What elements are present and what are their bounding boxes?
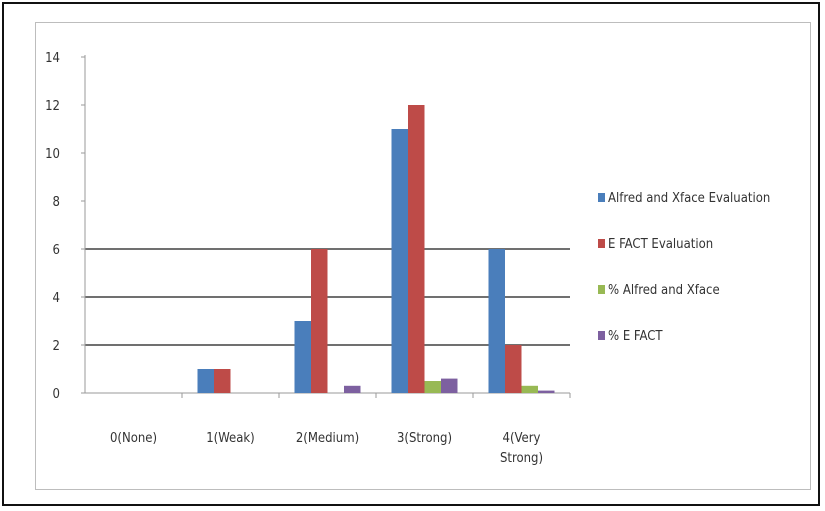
- bar: [521, 385, 538, 393]
- y-tick-label: 14: [45, 51, 60, 66]
- y-tick-label: 2: [53, 339, 60, 354]
- bar: [488, 249, 505, 393]
- y-tick-label: 10: [45, 147, 60, 162]
- legend: Alfred and Xface Evaluation E FACT Evalua…: [598, 191, 770, 344]
- x-tick-label: 1(Weak): [206, 431, 255, 446]
- legend-label: % Alfred and Xface: [608, 283, 720, 298]
- bar: [408, 105, 425, 393]
- legend-label: E FACT Evaluation: [608, 237, 713, 252]
- legend-swatch: [598, 285, 605, 294]
- bar: [424, 381, 441, 393]
- legend-swatch: [598, 331, 605, 340]
- bar: [311, 249, 328, 393]
- legend-label: Alfred and Xface Evaluation: [608, 191, 770, 206]
- y-tick-labels: 0 2 4 6 8 10 12 14: [45, 51, 60, 402]
- bar: [538, 390, 555, 393]
- bar: [294, 321, 311, 393]
- y-tick-label: 6: [53, 243, 60, 258]
- x-tick-label: Strong): [500, 451, 543, 466]
- y-tick-label: 4: [53, 291, 60, 306]
- bar: [505, 345, 522, 393]
- y-tick-label: 0: [53, 387, 60, 402]
- x-tick-label: 4(Very: [503, 431, 541, 446]
- legend-swatch: [598, 193, 605, 202]
- bar: [344, 385, 361, 393]
- legend-label: % E FACT: [608, 329, 663, 344]
- y-tick-label: 12: [45, 99, 60, 114]
- y-tick-label: 8: [53, 195, 60, 210]
- bar: [214, 369, 231, 393]
- bar: [391, 129, 408, 393]
- bar: [197, 369, 214, 393]
- x-tick-label: 0(None): [110, 431, 157, 446]
- legend-swatch: [598, 239, 605, 248]
- bars: [197, 105, 555, 393]
- bar: [441, 378, 458, 393]
- x-tick-labels: 0(None) 1(Weak) 2(Medium) 3(Strong) 4(Very St…: [110, 431, 543, 466]
- x-tick-label: 2(Medium): [296, 431, 359, 446]
- x-tick-label: 3(Strong): [397, 431, 452, 446]
